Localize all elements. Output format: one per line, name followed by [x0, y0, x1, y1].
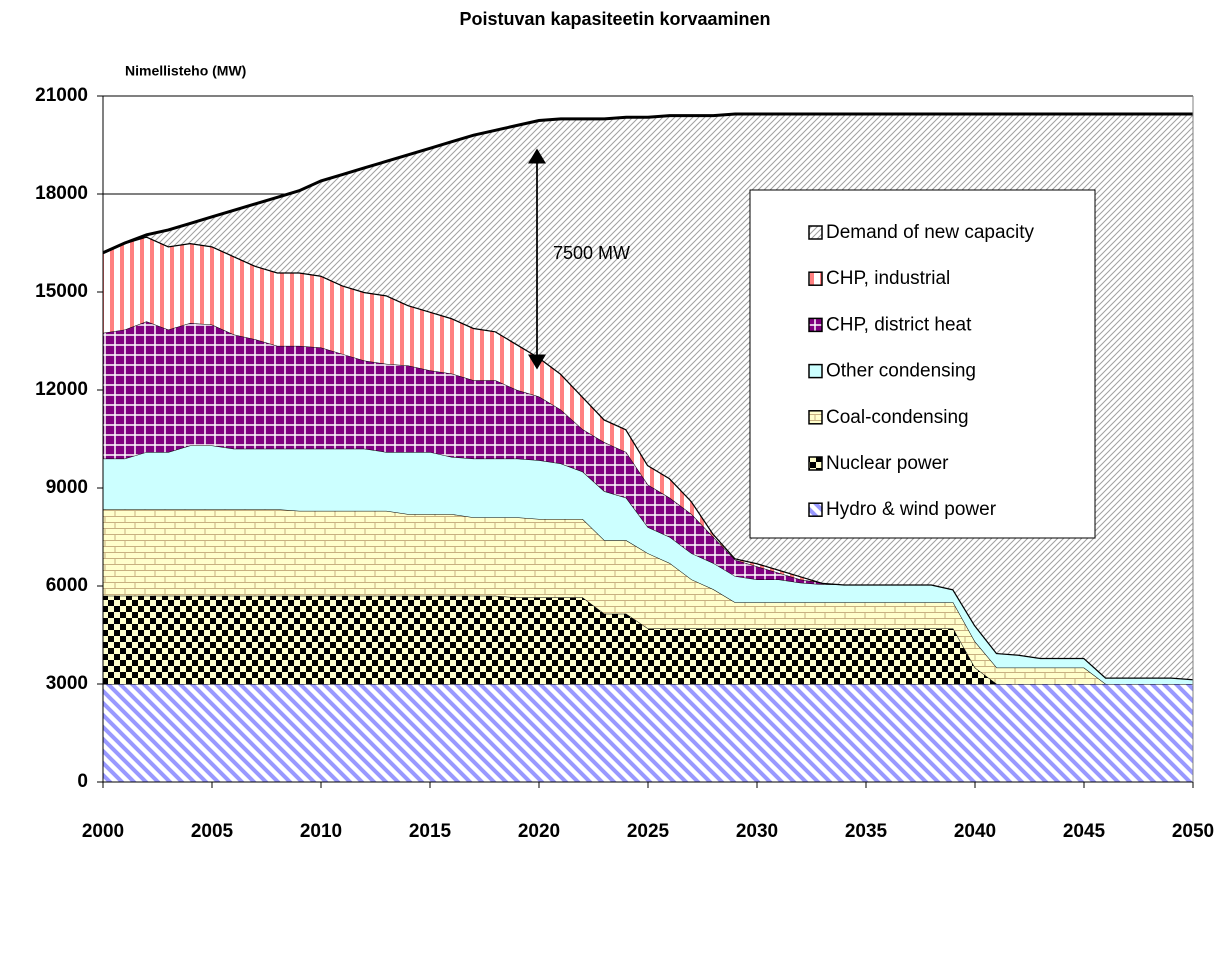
x-tick-label: 2005: [191, 821, 234, 842]
legend-swatch: [808, 317, 823, 333]
x-tick-label: 2035: [845, 821, 888, 842]
area: [103, 321, 1193, 680]
area: [103, 445, 1193, 684]
x-tick-label: 2020: [518, 821, 560, 842]
area: [103, 684, 1193, 782]
x-tick-label: 2000: [82, 821, 124, 842]
legend-box: [749, 189, 1096, 539]
y-tick-label: 9000: [46, 477, 88, 498]
x-tick-label: 2040: [954, 821, 996, 842]
x-tick-label: 2025: [627, 821, 670, 842]
y-tick-label: 15000: [35, 281, 88, 302]
y-axis-label: Nimellisteho (MW): [125, 63, 246, 79]
legend-swatch: [808, 225, 823, 240]
chart-title: Poistuvan kapasiteetin korvaaminen: [459, 9, 770, 29]
area: [103, 236, 1193, 680]
legend-swatch: [808, 363, 823, 379]
y-tick-label: 21000: [35, 85, 88, 106]
legend-label: CHP, industrial: [826, 268, 950, 289]
x-tick-label: 2050: [1172, 821, 1214, 842]
legend-label: Other condensing: [826, 361, 976, 382]
legend-swatch: [808, 410, 823, 425]
x-tick-label: 2030: [736, 821, 778, 842]
legend-swatch: [808, 502, 823, 517]
legend-swatch: [808, 271, 823, 286]
legend-label: Hydro & wind power: [826, 499, 997, 520]
legend-label: Coal-condensing: [826, 407, 969, 428]
legend-label: CHP, district heat: [826, 314, 972, 335]
y-tick-label: 0: [77, 771, 88, 792]
y-tick-label: 18000: [35, 183, 88, 204]
legend-swatch: [808, 456, 823, 471]
x-tick-label: 2015: [409, 821, 452, 842]
legend-label: Nuclear power: [826, 453, 949, 474]
x-tick-label: 2045: [1063, 821, 1106, 842]
annotation: 7500 MW: [553, 243, 630, 263]
legend: Hydro & wind power Nuclear power Coal-cond…: [749, 189, 1096, 539]
area: [103, 509, 1193, 684]
x-tick-label: 2010: [300, 821, 342, 842]
y-tick-label: 3000: [46, 673, 88, 694]
y-tick-label: 12000: [35, 379, 88, 400]
y-tick-label: 6000: [46, 575, 88, 596]
area: [103, 595, 1193, 684]
area-edge: [102, 112, 1193, 255]
legend-label: Demand of new capacity: [826, 222, 1035, 243]
